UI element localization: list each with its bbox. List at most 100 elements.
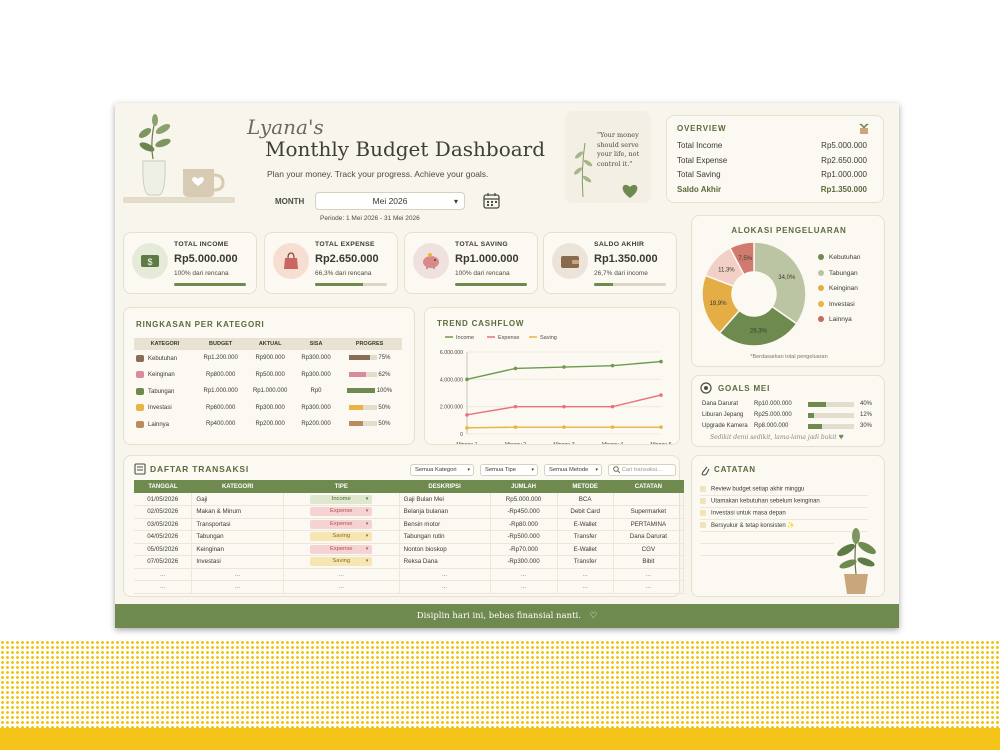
kategori-sisa: Rp200.000: [301, 421, 331, 428]
cell-catatan: CGV: [613, 543, 685, 556]
kategori-aktual: Rp300.000: [255, 404, 285, 411]
col-aktual: AKTUAL: [245, 338, 295, 350]
cell-deskripsi: Nonton bioskop: [399, 543, 491, 556]
transaksi-row[interactable]: 02/05/2026 Makan & Minum Expense Belanja…: [134, 505, 685, 519]
goal-target: Rp25.000.000: [754, 412, 792, 418]
search-input[interactable]: Cari transaksi...: [608, 464, 676, 476]
piggy-bank-icon: [423, 253, 439, 269]
cell-kategori: Tabungan: [191, 530, 284, 544]
data-point: [610, 425, 615, 429]
filter-metode[interactable]: Semua Metode ▾: [544, 464, 602, 476]
heart-outline-icon: ♡: [589, 611, 598, 621]
overview-row-income: Total Income Rp5.000.000: [677, 141, 867, 150]
kpi-progress: [315, 283, 387, 286]
legend-item: Lainnya: [818, 316, 860, 323]
tipe-dropdown[interactable]: Expense: [310, 519, 373, 529]
cell-jumlah: -Rp450.000: [490, 505, 558, 519]
checkbox[interactable]: [700, 522, 706, 529]
transaksi-row[interactable]: 04/05/2026 Tabungan Saving Tabungan ruti…: [134, 530, 685, 544]
kpi-label: SALDO AKHIR: [594, 241, 645, 248]
checkbox[interactable]: [700, 486, 706, 492]
tipe-dropdown[interactable]: Saving: [310, 532, 373, 542]
month-select[interactable]: Mei 2026 ▾: [315, 192, 465, 210]
legend-item: Kebutuhan: [818, 254, 860, 261]
cell-deskripsi: Bensin motor: [399, 518, 491, 531]
pie-slice-kebutuhan: [753, 241, 807, 325]
kpi-saldo-akhir: SALDO AKHIR Rp1.350.000 26,7% dari incom…: [543, 232, 677, 294]
kpi-total-saving: TOTAL SAVING Rp1.000.000 100% dari renca…: [404, 232, 538, 294]
periode-text: Periode: 1 Mei 2026 - 31 Mei 2026: [320, 215, 420, 222]
pie-value-label: 26,3%: [750, 329, 768, 335]
transaksi-row[interactable]: 03/05/2026 Transportasi Expense Bensin m…: [134, 518, 685, 531]
cell-metode: E-Wallet: [557, 543, 614, 556]
checkbox[interactable]: [700, 498, 706, 504]
catatan-item[interactable]: Investasi untuk masa depan: [700, 510, 868, 520]
catatan-item[interactable]: Utamakan kebutuhan sebelum keinginan: [700, 498, 868, 508]
kategori-row: Lainnya Rp400.000 Rp200.000 Rp200.000 50…: [134, 416, 402, 433]
y-tick-label: 6.000.000: [440, 350, 463, 356]
filter-tipe[interactable]: Semua Tipe ▾: [480, 464, 538, 476]
legend-dot: [818, 300, 824, 307]
kpi-total-expense: TOTAL EXPENSE Rp2.650.000 66,3% dari ren…: [264, 232, 398, 294]
cell-jumlah: Rp5.000.000: [490, 493, 558, 506]
catatan-title: CATATAN: [714, 465, 756, 474]
data-point: [659, 359, 663, 364]
data-point: [465, 413, 469, 417]
transaksi-empty-row[interactable]: .....................: [134, 580, 685, 594]
goal-item: Dana Darurat Rp10.000.000 40%: [702, 401, 884, 407]
cell-tanggal: 01/05/2026: [134, 493, 193, 506]
data-point: [610, 404, 615, 409]
catatan-empty-line[interactable]: [700, 534, 834, 544]
x-tick-label: Minggu 3: [553, 442, 574, 444]
kategori-sisa: Rp300.000: [301, 355, 331, 362]
cell-tanggal: 04/05/2026: [134, 530, 193, 544]
tipe-dropdown[interactable]: Expense: [310, 544, 373, 554]
kategori-sisa: Rp300.000: [301, 404, 331, 411]
chevron-down-icon: ▾: [595, 467, 598, 473]
cell-metode: Transfer: [557, 555, 614, 569]
kategori-swatch: [136, 354, 144, 362]
overview-row-saldo: Saldo Akhir Rp1.350.000: [677, 185, 867, 194]
legend-item: Tabungan: [818, 270, 860, 277]
cell-metode: BCA: [557, 493, 614, 506]
kategori-sisa: Rp0: [310, 388, 322, 395]
kategori-pct: 62%: [378, 371, 391, 378]
svg-text:$: $: [147, 257, 152, 267]
goal-pct: 12%: [860, 412, 873, 418]
checkbox[interactable]: [700, 510, 706, 516]
tipe-dropdown[interactable]: Expense: [310, 507, 373, 517]
cell-deskripsi: Reksa Dana: [399, 555, 491, 569]
cell-tanggal: 02/05/2026: [134, 505, 193, 519]
catatan-empty-line[interactable]: [700, 546, 834, 556]
x-tick-label: Minggu 1: [456, 442, 477, 444]
catatan-item[interactable]: Bersyukur & tetap konsisten ✨: [700, 522, 868, 532]
y-tick-label: 4.000.000: [440, 377, 463, 383]
leaf-sprig-icon: [573, 142, 593, 198]
transaksi-row[interactable]: 07/05/2026 Investasi Saving Reksa Dana -…: [134, 555, 685, 569]
kategori-name: Investasi: [134, 400, 196, 417]
filter-kategori[interactable]: Semua Kategori ▾: [410, 464, 474, 476]
kategori-progress-bar: [348, 421, 377, 427]
kategori-sisa: Rp300.000: [301, 371, 331, 378]
chevron-down-icon: ▾: [531, 467, 534, 473]
goals-title: GOALS MEI: [718, 384, 771, 393]
data-point: [513, 404, 518, 409]
legend-label: Expense: [498, 335, 519, 341]
tipe-dropdown[interactable]: Saving: [310, 557, 373, 567]
footer-banner: Disiplin hari ini, bebas finansial nanti…: [115, 604, 899, 628]
transaksi-row[interactable]: 01/05/2026 Gaji Income Gaji Bulan Mei Rp…: [134, 493, 685, 506]
legend-dot: [818, 269, 824, 276]
kategori-aktual: Rp500.000: [255, 371, 285, 378]
tipe-dropdown[interactable]: Income: [310, 494, 373, 504]
kategori-progress-bar: [348, 404, 377, 410]
cell-deskripsi: Tabungan rutin: [399, 530, 491, 544]
transaksi-empty-row[interactable]: .....................: [134, 568, 685, 581]
catatan-item[interactable]: Review budget setiap akhir minggu: [700, 486, 868, 496]
x-tick-label: Minggu 5: [650, 442, 671, 444]
transaksi-row[interactable]: 05/05/2026 Keinginan Expense Nonton bios…: [134, 543, 685, 556]
kpi-value: Rp2.650.000: [315, 253, 379, 265]
col-sisa: SISA: [294, 338, 338, 350]
calendar-icon[interactable]: [483, 192, 501, 210]
legend-label: Income: [456, 335, 474, 341]
pie-value-label: 7,5%: [738, 256, 752, 262]
